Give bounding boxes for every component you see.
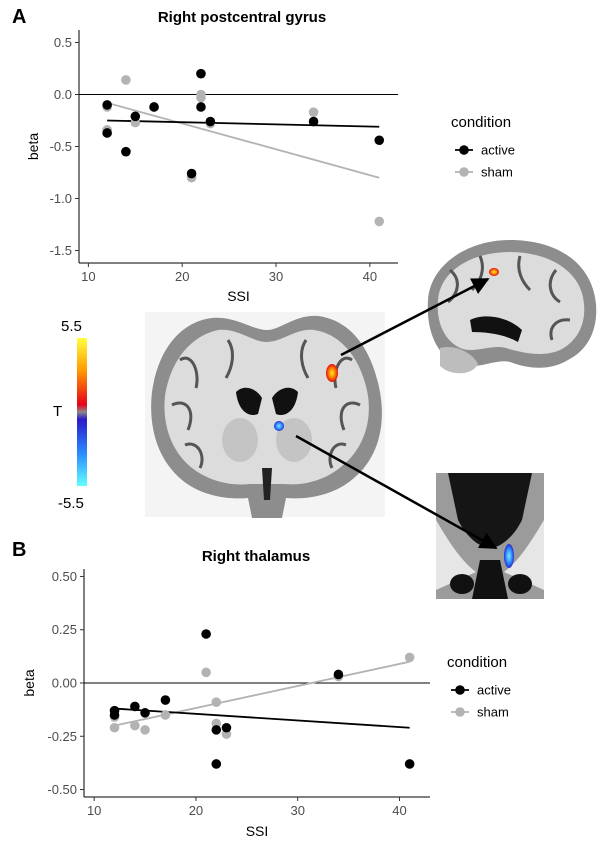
chart-b-y-tick-label: -0.25 (47, 729, 77, 744)
colorbar-min-label: -5.5 (58, 495, 84, 512)
chart-b-sham-point (140, 725, 150, 735)
sagittal-brain-slice (427, 240, 597, 374)
chart-a-legend-label-active: active (481, 143, 515, 158)
chart-b-y-tick-label: 0.00 (52, 676, 77, 691)
chart-b-active-point (140, 708, 150, 718)
chart-a-active-point (102, 128, 112, 138)
colorbar-max-label: 5.5 (61, 318, 82, 335)
chart-b-legend-label-active: active (477, 683, 511, 698)
chart-b-active-point (333, 669, 344, 680)
chart-a-title: Right postcentral gyrus (158, 9, 326, 26)
chart-right-thalamus: Right thalamus 0.50 0.25 0.00 -0.25 -0.50 10 20… (21, 548, 511, 839)
chart-b-legend-key-dot (455, 707, 465, 717)
chart-b-sham-point (404, 652, 415, 663)
chart-b-active-point (211, 759, 222, 769)
arrow-to-thalamus-zoom (295, 434, 498, 550)
chart-a-active-point (121, 146, 131, 157)
chart-a-active-point (130, 111, 141, 122)
chart-b-active-point (160, 695, 171, 705)
chart-a-y-tick-label: -0.5 (50, 139, 72, 154)
chart-a-y-tick-label: 0.5 (54, 35, 72, 50)
chart-a-active-point (102, 100, 112, 110)
chart-a-y-axis-label: beta (25, 133, 41, 160)
thalamus-activation-blob (274, 421, 284, 431)
chart-a-x-axis-label: SSI (227, 288, 250, 304)
chart-b-x-axis-label: SSI (246, 823, 269, 839)
chart-b-x-tick-label: 10 (87, 803, 101, 818)
chart-b-y-axis-label: beta (21, 669, 37, 696)
zoom-activation-blob (504, 544, 514, 568)
chart-b-x-tick-label: 40 (392, 803, 406, 818)
chart-a-y-tick-label: -1.5 (50, 243, 72, 258)
chart-a-legend-key-dot (459, 145, 469, 155)
chart-a-active-point (186, 168, 197, 179)
chart-b-sham-point (211, 697, 222, 707)
chart-b-sham-point (160, 710, 171, 720)
postcentral-activation-blob (326, 364, 338, 382)
coronal-brain-slice (145, 312, 385, 518)
chart-b-sham-point (109, 722, 120, 733)
chart-a-sham-point (308, 107, 319, 117)
t-colorbar: 5.5 -5.5 T (53, 318, 87, 512)
chart-b-active-point (221, 722, 232, 733)
chart-b-x-tick-label: 30 (290, 803, 304, 818)
colorbar-title: T (53, 403, 62, 420)
chart-b-active-point (211, 725, 222, 735)
chart-b-active-point (130, 701, 140, 712)
chart-b-y-tick-label: -0.50 (47, 782, 77, 797)
chart-a-active-point (196, 68, 206, 79)
chart-a-active-point (308, 116, 319, 127)
chart-a-sham-point (121, 75, 131, 85)
chart-a-active-point (374, 135, 385, 146)
arrow-to-sagittal (340, 277, 490, 357)
chart-b-active-point (404, 759, 415, 769)
chart-b-y-tick-label: 0.25 (52, 622, 77, 637)
panel-letter-b: B (12, 539, 26, 561)
chart-right-postcentral-gyrus: Right postcentral gyrus 0.5 0.0 -0.5 -1.0 -1.… (25, 9, 515, 304)
chart-b-sham-point (201, 667, 211, 678)
chart-a-y-tick-label: -1.0 (50, 191, 72, 206)
chart-b-legend-label-sham: sham (477, 705, 509, 720)
chart-b-active-point (109, 710, 120, 720)
chart-a-active-point (149, 102, 159, 112)
chart-b-y-tick-label: 0.50 (52, 569, 77, 584)
chart-b-x-tick-label: 20 (189, 803, 203, 818)
chart-a-legend-title: condition (451, 114, 511, 131)
chart-a-sham-fit-line (106, 101, 380, 179)
sagittal-activation-blob (489, 268, 499, 276)
chart-b-title: Right thalamus (202, 548, 310, 565)
panel-letter-a: A (12, 6, 26, 28)
chart-a-x-tick-label: 40 (363, 269, 377, 284)
chart-a-active-point (205, 116, 216, 127)
thalamus-zoom-slice (436, 473, 544, 599)
colorbar-gradient (77, 338, 87, 486)
chart-a-legend-label-sham: sham (481, 165, 513, 180)
chart-a-y-tick-label: 0.0 (54, 87, 72, 102)
chart-b-sham-point (130, 720, 140, 731)
chart-b-active-fit-line (114, 707, 410, 729)
chart-a-active-fit-line (107, 119, 380, 128)
chart-a-active-point (196, 102, 206, 112)
chart-a-x-tick-label: 20 (175, 269, 189, 284)
chart-b-legend-key-dot (455, 685, 465, 695)
chart-a-legend-key-dot (459, 167, 469, 177)
chart-a-sham-point (374, 216, 385, 227)
chart-a-sham-point (196, 92, 206, 103)
chart-a-x-tick-label: 10 (81, 269, 95, 284)
chart-b-active-point (201, 629, 211, 639)
chart-b-legend-title: condition (447, 654, 507, 671)
chart-b-sham-fit-line (114, 660, 410, 727)
chart-a-x-tick-label: 30 (269, 269, 283, 284)
